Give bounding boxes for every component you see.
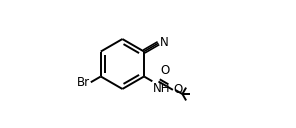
Text: Br: Br [77,76,90,89]
Text: O: O [173,83,183,96]
Text: NH: NH [153,82,170,95]
Text: N: N [160,36,169,49]
Text: O: O [160,64,170,77]
